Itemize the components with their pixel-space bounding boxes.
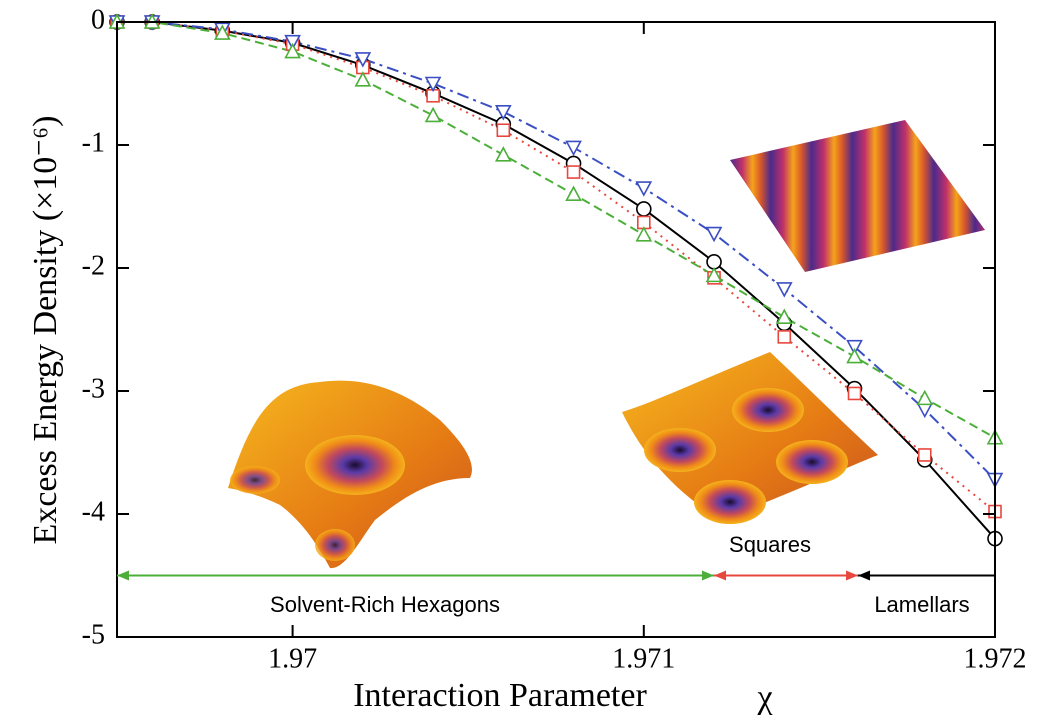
marker — [775, 282, 793, 298]
y-tick-label: -3 — [82, 373, 105, 404]
arrow-head — [702, 570, 715, 581]
marker — [354, 52, 372, 68]
series-line — [117, 21, 996, 540]
y-axis-label: Excess Energy Density (×10⁻⁶) — [27, 116, 64, 545]
y-tick-label: -1 — [82, 127, 105, 158]
phase-label: Lamellars — [874, 592, 969, 617]
marker — [847, 386, 862, 401]
arrow-head — [858, 570, 871, 581]
marker — [565, 185, 582, 201]
y-tick-label: 0 — [91, 4, 105, 35]
marker — [705, 266, 723, 283]
marker — [916, 402, 934, 419]
marker — [775, 308, 793, 325]
inset-lamellar — [730, 120, 985, 272]
marker — [846, 347, 863, 364]
marker — [354, 71, 372, 87]
marker — [284, 42, 301, 59]
marker — [494, 104, 512, 121]
arrow-head — [846, 570, 859, 581]
marker — [566, 165, 581, 179]
series-line — [117, 21, 996, 481]
marker — [635, 226, 653, 242]
y-tick-label: -5 — [82, 619, 105, 650]
y-tick-label: -2 — [82, 250, 105, 281]
x-tick-label: 1.97 — [268, 643, 317, 674]
x-tick-label: 1.971 — [612, 643, 675, 674]
y-tick-label: -4 — [82, 496, 105, 527]
x-tick-label: 1.972 — [964, 643, 1027, 674]
marker — [777, 330, 792, 344]
marker — [494, 146, 512, 162]
series-line — [117, 21, 996, 439]
marker — [916, 389, 934, 406]
arrow-head — [714, 570, 727, 581]
marker — [917, 448, 932, 462]
marker — [565, 140, 582, 157]
marker — [635, 181, 653, 197]
x-axis-symbol: χ — [756, 679, 772, 716]
marker — [635, 201, 652, 217]
marker — [705, 226, 723, 243]
marker — [284, 34, 301, 51]
phase-label: Squares — [729, 532, 811, 557]
marker — [846, 339, 863, 356]
x-axis-label: Interaction Parameter — [353, 677, 647, 714]
marker — [496, 123, 511, 138]
arrow-head — [117, 570, 129, 581]
marker — [424, 76, 442, 93]
marker — [424, 106, 442, 123]
marker — [214, 24, 231, 40]
axes-frame — [116, 21, 996, 638]
phase-label: Solvent-Rich Hexagons — [270, 592, 500, 617]
inset-hexagon — [228, 380, 472, 569]
inset-squares — [622, 352, 878, 524]
